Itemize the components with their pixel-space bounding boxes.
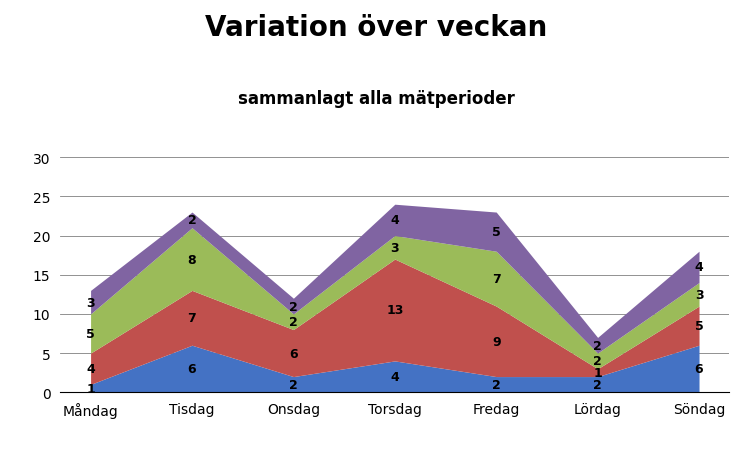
Text: sammanlagt alla mätperioder: sammanlagt alla mätperioder (238, 90, 514, 108)
Text: 5: 5 (492, 226, 501, 239)
Text: 3: 3 (390, 241, 399, 254)
Text: 4: 4 (390, 214, 399, 227)
Text: 6: 6 (188, 363, 196, 375)
Text: 2: 2 (187, 214, 196, 227)
Text: 9: 9 (492, 335, 501, 348)
Text: 1: 1 (86, 382, 95, 395)
Text: Variation över veckan: Variation över veckan (205, 14, 547, 41)
Text: 2: 2 (593, 378, 602, 391)
Text: 7: 7 (492, 272, 501, 285)
Text: 4: 4 (86, 363, 95, 375)
Text: 6: 6 (695, 363, 703, 375)
Text: 7: 7 (187, 312, 196, 325)
Text: 2: 2 (289, 300, 298, 313)
Text: 1: 1 (593, 366, 602, 379)
Text: 4: 4 (695, 261, 703, 274)
Text: 2: 2 (289, 316, 298, 328)
Text: 6: 6 (289, 347, 298, 360)
Text: 2: 2 (492, 378, 501, 391)
Text: 4: 4 (390, 370, 399, 383)
Text: 3: 3 (86, 296, 95, 309)
Text: 5: 5 (86, 327, 95, 340)
Text: 13: 13 (386, 304, 404, 317)
Text: 3: 3 (695, 288, 703, 301)
Text: 2: 2 (593, 339, 602, 352)
Text: 2: 2 (593, 354, 602, 368)
Text: 2: 2 (289, 378, 298, 391)
Text: 5: 5 (695, 319, 703, 332)
Text: 8: 8 (188, 253, 196, 266)
